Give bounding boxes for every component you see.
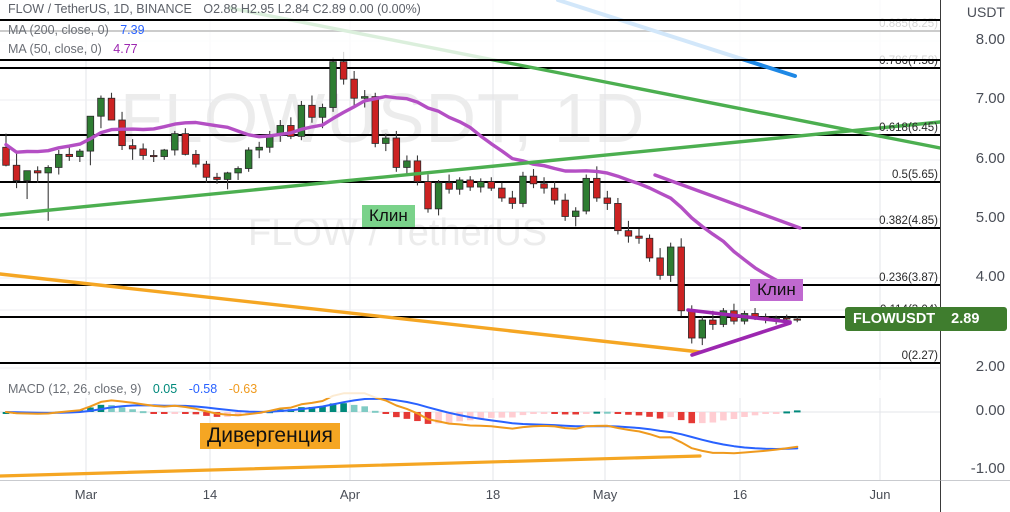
- chart-legend: FLOW / TetherUS, 1D, BINANCE O2.88 H2.95…: [0, 0, 940, 61]
- legend-title-row: FLOW / TetherUS, 1D, BINANCE O2.88 H2.95…: [0, 0, 940, 21]
- wedge-purple-upper: [686, 308, 792, 324]
- fib-label-4: 0.382(4.85): [879, 215, 938, 227]
- wedge-purple-lower: [690, 321, 792, 357]
- time-tick-0: Mar: [74, 487, 98, 502]
- legend-ma50-row[interactable]: MA (50, close, 0) 4.77: [0, 40, 940, 61]
- time-tick-1: 14: [202, 487, 218, 502]
- macd-trendline: [0, 454, 702, 478]
- price-tick-6: 2.00: [975, 358, 1005, 375]
- macd-tick-1: -1.00: [970, 460, 1005, 477]
- annotation-0: Клин: [362, 205, 415, 227]
- price-tick-1: 7.00: [975, 90, 1005, 107]
- trendline-orange: [0, 272, 702, 354]
- legend-ma50-label: MA (50, close, 0): [8, 42, 102, 56]
- macd-tick-0: 0.00: [975, 402, 1005, 419]
- badge-price: 2.89: [951, 311, 980, 328]
- fib-label-2: 0.618(6.45): [879, 122, 938, 134]
- price-axis-unit: USDT: [966, 4, 1005, 20]
- legend-ma200-value: 7.39: [120, 23, 145, 37]
- trendline-green-lower: [0, 120, 940, 217]
- annotation-2: Дивергенция: [200, 423, 340, 449]
- price-tick-2: 6.00: [975, 150, 1005, 167]
- macd-legend: MACD (12, 26, close, 9) 0.05 -0.58 -0.63: [0, 380, 940, 398]
- macd-pane[interactable]: MACD (12, 26, close, 9) 0.05 -0.58 -0.63…: [0, 380, 940, 480]
- price-axis[interactable]: USDT 8.00 7.00 6.00 5.00 4.00 2.00 0.00 -1.00: [940, 0, 1010, 480]
- time-axis[interactable]: Mar 14 Apr 18 May 16 Jun: [0, 480, 940, 512]
- macd-lines: [5, 392, 799, 455]
- fib-label-7: 0(2.27): [901, 350, 938, 362]
- ma50-tail: [653, 173, 802, 230]
- macd-value-hist: 0.05: [152, 382, 178, 396]
- ma50-line: [4, 94, 799, 292]
- price-pane[interactable]: FLOWUSDT, 1D FLOW / TetherUS 0.885(8.25)…: [0, 0, 940, 380]
- time-tick-2: Apr: [339, 487, 361, 502]
- annotation-1: Клин: [750, 279, 803, 301]
- price-tick-3: 5.00: [975, 209, 1005, 226]
- macd-value-macd: -0.63: [228, 382, 258, 396]
- macd-legend-label: MACD (12, 26, close, 9): [8, 382, 142, 396]
- price-tick-4: 4.00: [975, 268, 1005, 285]
- legend-ohlc: O2.88 H2.95 L2.84 C2.89 0.00 (0.00%): [203, 2, 421, 16]
- current-price-badge: FLOWUSDT 2.89: [845, 307, 1007, 332]
- badge-symbol: FLOWUSDT: [853, 311, 936, 328]
- time-tick-6: Jun: [869, 487, 891, 502]
- time-tick-4: May: [592, 487, 618, 502]
- axis-corner: [940, 480, 1010, 512]
- legend-ma200-label: MA (200, close, 0): [8, 23, 109, 37]
- macd-chart-svg: [0, 380, 940, 480]
- time-tick-3: 18: [485, 487, 501, 502]
- fib-label-5: 0.236(3.87): [879, 272, 938, 284]
- price-tick-0: 8.00: [975, 31, 1005, 48]
- legend-symbol-title: FLOW / TetherUS, 1D, BINANCE: [8, 2, 192, 16]
- legend-ma200-row[interactable]: MA (200, close, 0) 7.39: [0, 21, 940, 40]
- time-tick-5: 16: [732, 487, 748, 502]
- legend-ma50-value: 4.77: [113, 42, 138, 56]
- fib-label-3: 0.5(5.65): [891, 169, 938, 181]
- macd-value-signal: -0.58: [188, 382, 218, 396]
